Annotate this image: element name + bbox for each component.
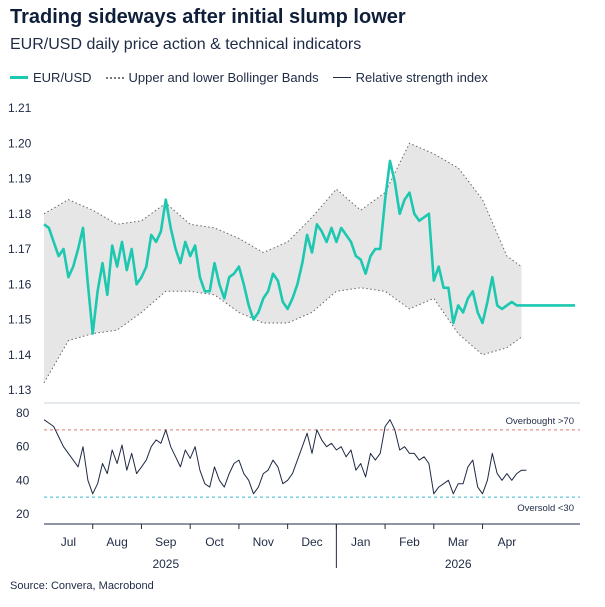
overbought-label: Overbought >70 [506, 416, 574, 427]
x-month-label: Jul [61, 535, 76, 549]
eurusd-line [43, 159, 576, 335]
price-ytick-label: 1.17 [8, 242, 32, 256]
price-ytick-label: 1.18 [8, 207, 32, 221]
rsi-ytick-label: 60 [16, 440, 30, 454]
price-ytick-label: 1.13 [8, 383, 32, 397]
x-month-label: Sep [155, 535, 177, 549]
legend-item-rsi: Relative strength index [332, 70, 488, 85]
legend-item-eurusd: EUR/USD [10, 70, 92, 85]
x-month-label: Aug [106, 535, 127, 549]
price-ytick-label: 1.14 [8, 348, 32, 362]
price-ytick-label: 1.20 [8, 136, 32, 150]
x-month-label: Feb [399, 535, 420, 549]
legend-label-eurusd: EUR/USD [33, 70, 92, 85]
price-ytick-label: 1.21 [8, 101, 32, 115]
rsi-line [43, 419, 527, 495]
oversold-label: Oversold <30 [517, 503, 574, 514]
legend-swatch-rsi [332, 77, 351, 78]
rsi-ytick-label: 20 [16, 507, 30, 521]
legend-label-rsi: Relative strength index [355, 70, 488, 85]
x-month-label: Apr [498, 535, 517, 549]
lower-bollinger-line [43, 287, 522, 384]
x-month-label: Jan [351, 535, 370, 549]
x-month-label: Nov [253, 535, 274, 549]
rsi-ytick-label: 40 [16, 473, 30, 487]
chart-title: Trading sideways after initial slump low… [10, 6, 406, 28]
legend-label-bollinger: Upper and lower Bollinger Bands [128, 70, 319, 85]
x-year-label: 2026 [445, 557, 472, 571]
source-note: Source: Convera, Macrobond [10, 580, 154, 592]
x-month-label: Mar [448, 535, 469, 549]
chart-subtitle: EUR/USD daily price action & technical i… [10, 36, 362, 53]
legend-item-bollinger: Upper and lower Bollinger Bands [105, 70, 319, 85]
x-year-label: 2025 [152, 557, 179, 571]
price-ytick-label: 1.15 [8, 313, 32, 327]
price-ytick-label: 1.19 [8, 172, 32, 186]
x-month-label: Oct [205, 535, 224, 549]
price-ytick-label: 1.16 [8, 277, 32, 291]
rsi-ytick-label: 80 [16, 406, 30, 420]
x-month-label: Dec [301, 535, 322, 549]
legend-swatch-eurusd [10, 76, 28, 79]
legend-swatch-bollinger [105, 76, 124, 79]
legend: EUR/USD Upper and lower Bollinger Bands … [10, 70, 502, 85]
